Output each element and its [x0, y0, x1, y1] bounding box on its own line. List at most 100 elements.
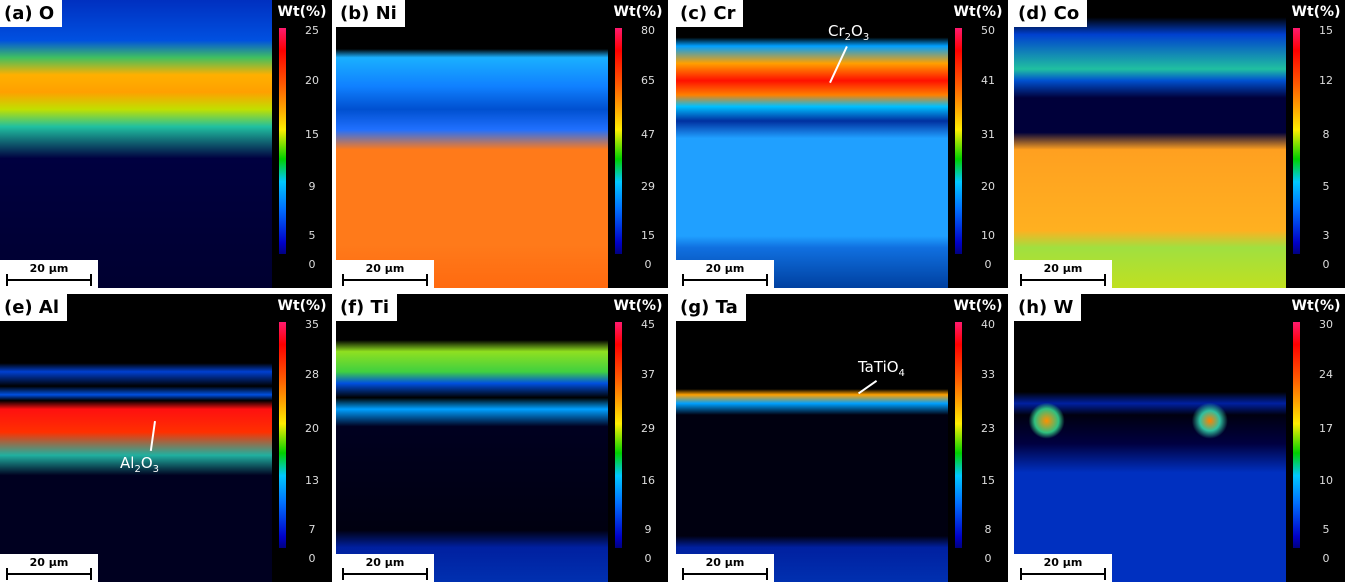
colorbar-tick: 0	[1322, 258, 1330, 271]
colorbar-tick: 13	[305, 474, 319, 487]
scale-bar: 20 μm	[336, 554, 434, 582]
colorbar: Wt(%) 80 65 47 29 15 0	[608, 0, 668, 288]
element-map-image	[0, 294, 272, 582]
colorbar-tick: 33	[981, 368, 995, 381]
colorbar-tick: 28	[305, 368, 319, 381]
colorbar-tick: 40	[981, 318, 995, 331]
colorbar-tick: 30	[1319, 318, 1333, 331]
scale-bar: 20 μm	[1014, 554, 1112, 582]
colorbar-tick: 50	[981, 24, 995, 37]
colorbar: Wt(%) 40 33 23 15 8 0	[948, 294, 1008, 582]
phase-annotation: Cr2O3	[828, 22, 870, 43]
element-map-image	[676, 294, 948, 582]
scale-bar-label: 20 μm	[365, 556, 405, 569]
panel-label: (e) Al	[0, 294, 68, 321]
panel-label: (d) Co	[1014, 0, 1088, 27]
colorbar: Wt(%) 15 12 8 5 3 0	[1286, 0, 1345, 288]
scale-bar-label: 20 μm	[29, 556, 69, 569]
panel-label: (h) W	[1014, 294, 1082, 321]
colorbar: Wt(%) 35 28 20 13 7 0	[272, 294, 332, 582]
scale-bar-label: 20 μm	[1043, 556, 1083, 569]
scale-bar: 20 μm	[0, 260, 98, 288]
colorbar-tick: 0	[308, 552, 316, 565]
colorbar-tick: 24	[1319, 368, 1333, 381]
colorbar-title: Wt(%)	[1291, 4, 1341, 20]
colorbar-title: Wt(%)	[953, 4, 1003, 20]
colorbar-tick: 5	[1322, 180, 1330, 193]
element-map-image	[1014, 294, 1286, 582]
colorbar-title: Wt(%)	[277, 4, 327, 20]
colorbar: Wt(%) 45 37 29 16 9 0	[608, 294, 668, 582]
scale-bar-label: 20 μm	[29, 262, 69, 275]
colorbar-title: Wt(%)	[277, 298, 327, 314]
panel-label: (f) Ti	[336, 294, 397, 321]
scale-bar: 20 μm	[676, 554, 774, 582]
scale-bar: 20 μm	[336, 260, 434, 288]
colorbar-gradient	[279, 322, 286, 548]
scale-bar-label: 20 μm	[365, 262, 405, 275]
colorbar-tick: 17	[1319, 422, 1333, 435]
colorbar: Wt(%) 50 41 31 20 10 0	[948, 0, 1008, 288]
colorbar-tick: 20	[981, 180, 995, 193]
panel-label: (a) O	[0, 0, 63, 27]
phase-annotation: TaTiO4	[858, 358, 905, 379]
panel-label: (g) Ta	[676, 294, 746, 321]
scale-bar-label: 20 μm	[705, 556, 745, 569]
phase-annotation: Al2O3	[120, 454, 159, 475]
scale-bar: 20 μm	[1014, 260, 1112, 288]
colorbar-tick: 0	[984, 552, 992, 565]
colorbar-tick: 5	[1322, 523, 1330, 536]
colorbar-tick: 20	[305, 74, 319, 87]
colorbar-tick: 10	[1319, 474, 1333, 487]
panel-e: Wt(%) 35 28 20 13 7 0 (e) Al 20 μm Al2O3	[0, 294, 332, 582]
colorbar-tick: 9	[644, 523, 652, 536]
colorbar-title: Wt(%)	[613, 4, 663, 20]
panel-b: Wt(%) 80 65 47 29 15 0 (b) Ni 20 μm	[336, 0, 668, 288]
colorbar-tick: 0	[984, 258, 992, 271]
colorbar-title: Wt(%)	[953, 298, 1003, 314]
colorbar-tick: 47	[641, 128, 655, 141]
colorbar-tick: 20	[305, 422, 319, 435]
colorbar-title: Wt(%)	[613, 298, 663, 314]
colorbar-tick: 0	[644, 258, 652, 271]
element-map-image	[1014, 0, 1286, 288]
element-map-image	[0, 0, 272, 288]
colorbar-tick: 37	[641, 368, 655, 381]
colorbar-tick: 12	[1319, 74, 1333, 87]
colorbar-gradient	[955, 322, 962, 548]
panel-g: Wt(%) 40 33 23 15 8 0 (g) Ta 20 μm TaTiO4	[676, 294, 1008, 582]
panel-h: Wt(%) 30 24 17 10 5 0 (h) W 20 μm	[1014, 294, 1345, 582]
scale-bar: 20 μm	[676, 260, 774, 288]
panel-c: Wt(%) 50 41 31 20 10 0 (c) Cr 20 μm Cr2O3	[676, 0, 1008, 288]
colorbar-tick: 0	[308, 258, 316, 271]
colorbar-tick: 45	[641, 318, 655, 331]
scale-bar: 20 μm	[0, 554, 98, 582]
colorbar-tick: 29	[641, 180, 655, 193]
colorbar-gradient	[615, 322, 622, 548]
panel-label: (b) Ni	[336, 0, 405, 27]
colorbar-tick: 0	[1322, 552, 1330, 565]
colorbar-tick: 15	[305, 128, 319, 141]
colorbar: Wt(%) 25 20 15 9 5 0	[272, 0, 332, 288]
colorbar-tick: 5	[308, 229, 316, 242]
colorbar-tick: 8	[1322, 128, 1330, 141]
panel-d: Wt(%) 15 12 8 5 3 0 (d) Co 20 μm	[1014, 0, 1345, 288]
element-map-image	[336, 0, 608, 288]
colorbar-tick: 7	[308, 523, 316, 536]
colorbar: Wt(%) 30 24 17 10 5 0	[1286, 294, 1345, 582]
colorbar-tick: 31	[981, 128, 995, 141]
colorbar-gradient	[279, 28, 286, 254]
element-map-image	[676, 0, 948, 288]
colorbar-gradient	[1293, 322, 1300, 548]
panel-a: Wt(%) 25 20 15 9 5 0 (a) O 20 μm	[0, 0, 332, 288]
colorbar-tick: 3	[1322, 229, 1330, 242]
colorbar-gradient	[955, 28, 962, 254]
colorbar-gradient	[1293, 28, 1300, 254]
colorbar-gradient	[615, 28, 622, 254]
colorbar-tick: 15	[641, 229, 655, 242]
colorbar-tick: 35	[305, 318, 319, 331]
colorbar-tick: 15	[1319, 24, 1333, 37]
colorbar-tick: 15	[981, 474, 995, 487]
colorbar-tick: 8	[984, 523, 992, 536]
panel-label: (c) Cr	[676, 0, 744, 27]
